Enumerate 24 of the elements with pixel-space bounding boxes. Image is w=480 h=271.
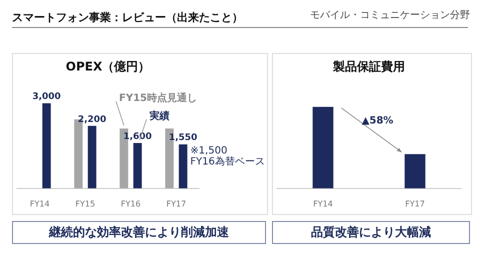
data-label: 2,200 [78, 114, 106, 125]
x-tick-label: FY17 [166, 199, 186, 208]
x-tick-label: FY17 [405, 199, 425, 208]
data-label: 3,000 [32, 92, 61, 102]
text: 実績 [148, 110, 170, 122]
text: 継続的な効率改善により削減加速 [12, 221, 266, 244]
x-tick-label: FY15 [75, 199, 96, 208]
chart-title: OPEX（億円） [66, 59, 150, 74]
x-tick-label: FY16 [120, 199, 141, 208]
annotation: ▲58% [362, 116, 394, 127]
chart-title: 製品保証費用 [332, 59, 405, 74]
bar [42, 103, 51, 188]
text: モバイル・コミュニケーション分野 [310, 9, 470, 22]
bar [133, 142, 142, 188]
x-tick-label: FY14 [313, 199, 333, 208]
text: スマートフォン事業：レビュー（出来たこと） [12, 10, 243, 25]
bar [88, 126, 96, 188]
text: FY15時点見通し [119, 92, 197, 104]
x-tick-label: FY14 [30, 199, 50, 208]
text: 品質改善により大幅減 [272, 221, 470, 244]
data-label: 1,550 [168, 133, 198, 144]
bar [178, 144, 188, 188]
annotation: ※1,500 FY16為替ベース [190, 145, 265, 168]
data-label: 1,600 [123, 132, 152, 142]
